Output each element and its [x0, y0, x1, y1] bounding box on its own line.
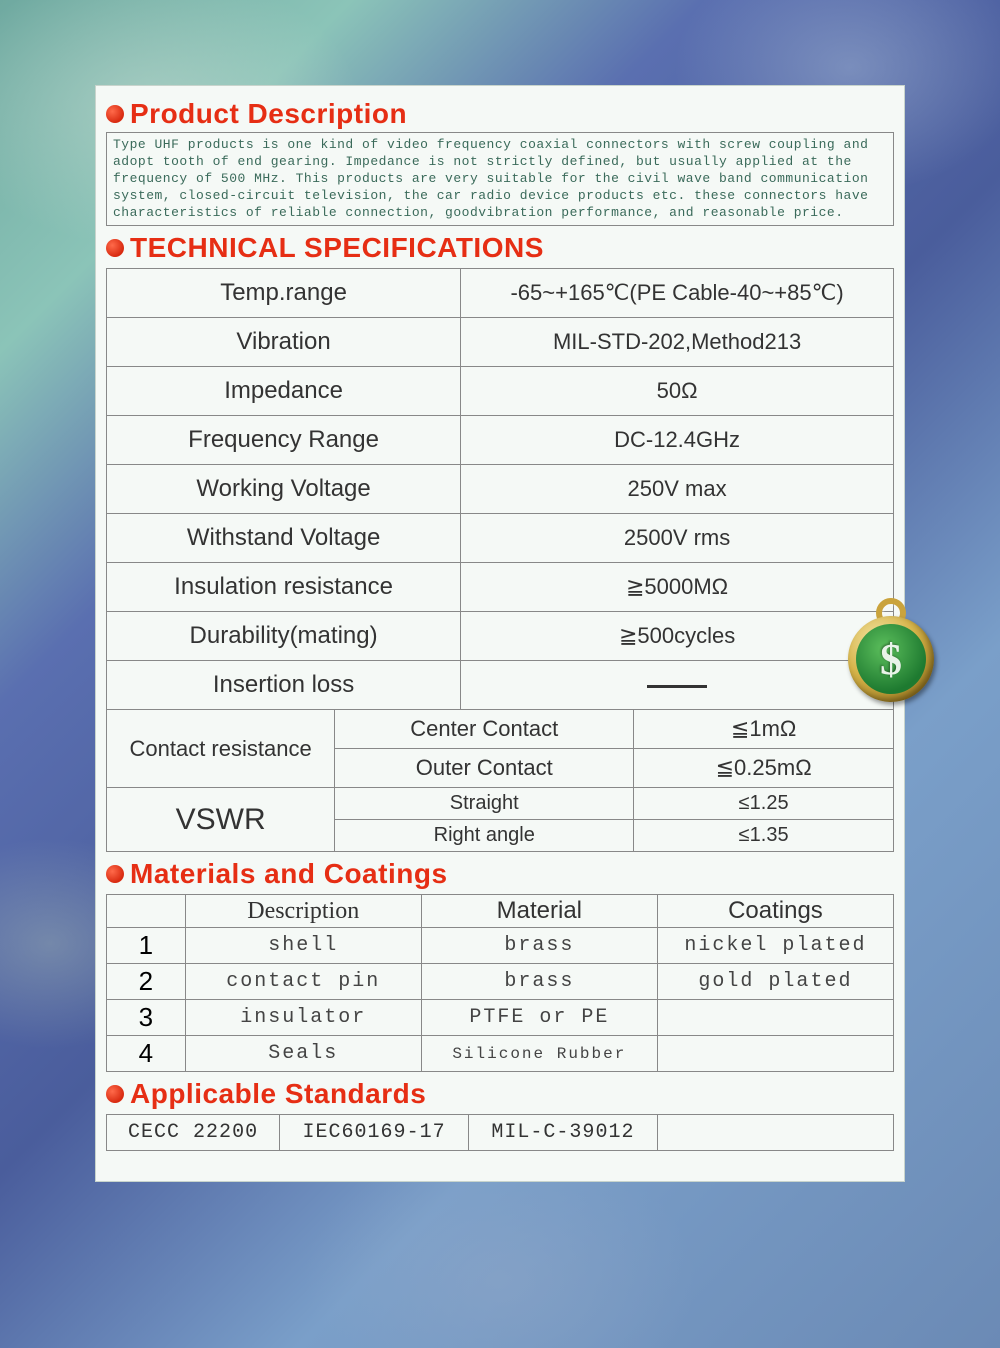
section-title: TECHNICAL SPECIFICATIONS: [130, 232, 544, 264]
row-coating: [657, 1000, 893, 1036]
spec-sublabel: Outer Contact: [335, 749, 634, 788]
dash-icon: [647, 685, 707, 688]
technical-spec-table: Temp.range-65~+165℃(PE Cable-40~+85℃) Vi…: [106, 268, 894, 710]
row-num: 1: [107, 928, 186, 964]
table-row: VibrationMIL-STD-202,Method213: [107, 318, 894, 367]
col-header: Material: [421, 895, 657, 928]
section-header-standards: Applicable Standards: [106, 1078, 894, 1110]
table-row: Working Voltage250V max: [107, 465, 894, 514]
table-row: Impedance50Ω: [107, 367, 894, 416]
row-coating: gold plated: [657, 964, 893, 1000]
row-coating: nickel plated: [657, 928, 893, 964]
standards-table: CECC 22200 IEC60169-17 MIL-C-39012: [106, 1114, 894, 1151]
table-row: 2 contact pin brass gold plated: [107, 964, 894, 1000]
spec-value: 2500V rms: [461, 514, 894, 563]
table-row: Durability(mating)≧500cycles: [107, 612, 894, 661]
row-desc: shell: [185, 928, 421, 964]
row-material: PTFE or PE: [421, 1000, 657, 1036]
spec-label: Contact resistance: [107, 710, 335, 788]
spec-value: ≦1mΩ: [634, 710, 894, 749]
spec-value: ≧5000MΩ: [461, 563, 894, 612]
row-num: 4: [107, 1036, 186, 1072]
row-material: brass: [421, 928, 657, 964]
row-desc: Seals: [185, 1036, 421, 1072]
spec-label: Frequency Range: [107, 416, 461, 465]
spec-label: Temp.range: [107, 269, 461, 318]
table-row: Insulation resistance≧5000MΩ: [107, 563, 894, 612]
table-row: Contact resistance Center Contact ≦1mΩ: [107, 710, 894, 749]
table-row: 4 Seals Silicone Rubber: [107, 1036, 894, 1072]
table-row: Temp.range-65~+165℃(PE Cable-40~+85℃): [107, 269, 894, 318]
spec-value: 50Ω: [461, 367, 894, 416]
row-desc: contact pin: [185, 964, 421, 1000]
spec-value: MIL-STD-202,Method213: [461, 318, 894, 367]
row-num: 2: [107, 964, 186, 1000]
row-desc: insulator: [185, 1000, 421, 1036]
table-row: 3 insulator PTFE or PE: [107, 1000, 894, 1036]
standard-cell: MIL-C-39012: [469, 1115, 658, 1151]
spec-label: Durability(mating): [107, 612, 461, 661]
row-coating: [657, 1036, 893, 1072]
spec-value: [461, 661, 894, 710]
section-title: Materials and Coatings: [130, 858, 448, 890]
spec-sublabel: Straight: [335, 788, 634, 820]
table-row: 1 shell brass nickel plated: [107, 928, 894, 964]
table-header-row: Description Material Coatings: [107, 895, 894, 928]
table-row: VSWR Straight ≤1.25: [107, 788, 894, 820]
spec-sublabel: Center Contact: [335, 710, 634, 749]
bullet-icon: [106, 865, 124, 883]
coin-face: $: [856, 624, 926, 694]
spec-value: ≤1.25: [634, 788, 894, 820]
bullet-icon: [106, 239, 124, 257]
spec-label: Vibration: [107, 318, 461, 367]
spec-value: ≦0.25mΩ: [634, 749, 894, 788]
row-material: Silicone Rubber: [421, 1036, 657, 1072]
contact-resistance-table: Contact resistance Center Contact ≦1mΩ O…: [106, 709, 894, 852]
section-header-materials: Materials and Coatings: [106, 858, 894, 890]
spec-value: 250V max: [461, 465, 894, 514]
table-row: CECC 22200 IEC60169-17 MIL-C-39012: [107, 1115, 894, 1151]
spec-label: Insulation resistance: [107, 563, 461, 612]
section-title: Product Description: [130, 98, 407, 130]
col-header: [107, 895, 186, 928]
spec-value: ≧500cycles: [461, 612, 894, 661]
standard-cell: IEC60169-17: [280, 1115, 469, 1151]
row-num: 3: [107, 1000, 186, 1036]
table-row: Withstand Voltage2500V rms: [107, 514, 894, 563]
product-description-text: Type UHF products is one kind of video f…: [106, 132, 894, 226]
bullet-icon: [106, 105, 124, 123]
table-row: Frequency RangeDC-12.4GHz: [107, 416, 894, 465]
spec-value: DC-12.4GHz: [461, 416, 894, 465]
standard-cell: [657, 1115, 893, 1151]
bullet-icon: [106, 1085, 124, 1103]
spec-value: -65~+165℃(PE Cable-40~+85℃): [461, 269, 894, 318]
standard-cell: CECC 22200: [107, 1115, 280, 1151]
section-header-technical: TECHNICAL SPECIFICATIONS: [106, 232, 894, 264]
datasheet-panel: Product Description Type UHF products is…: [95, 85, 905, 1182]
materials-table: Description Material Coatings 1 shell br…: [106, 894, 894, 1072]
dollar-coin-icon: $: [848, 616, 934, 702]
section-title: Applicable Standards: [130, 1078, 426, 1110]
spec-label: VSWR: [107, 788, 335, 852]
table-row: Insertion loss: [107, 661, 894, 710]
spec-label: Withstand Voltage: [107, 514, 461, 563]
col-header: Coatings: [657, 895, 893, 928]
spec-value: ≤1.35: [634, 820, 894, 852]
col-header: Description: [185, 895, 421, 928]
spec-sublabel: Right angle: [335, 820, 634, 852]
spec-label: Insertion loss: [107, 661, 461, 710]
spec-label: Working Voltage: [107, 465, 461, 514]
row-material: brass: [421, 964, 657, 1000]
section-header-product-description: Product Description: [106, 98, 894, 130]
spec-label: Impedance: [107, 367, 461, 416]
